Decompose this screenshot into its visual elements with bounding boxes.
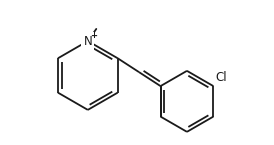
Text: N: N [84, 35, 92, 48]
Text: +: + [90, 31, 97, 40]
Text: Cl: Cl [215, 71, 227, 84]
